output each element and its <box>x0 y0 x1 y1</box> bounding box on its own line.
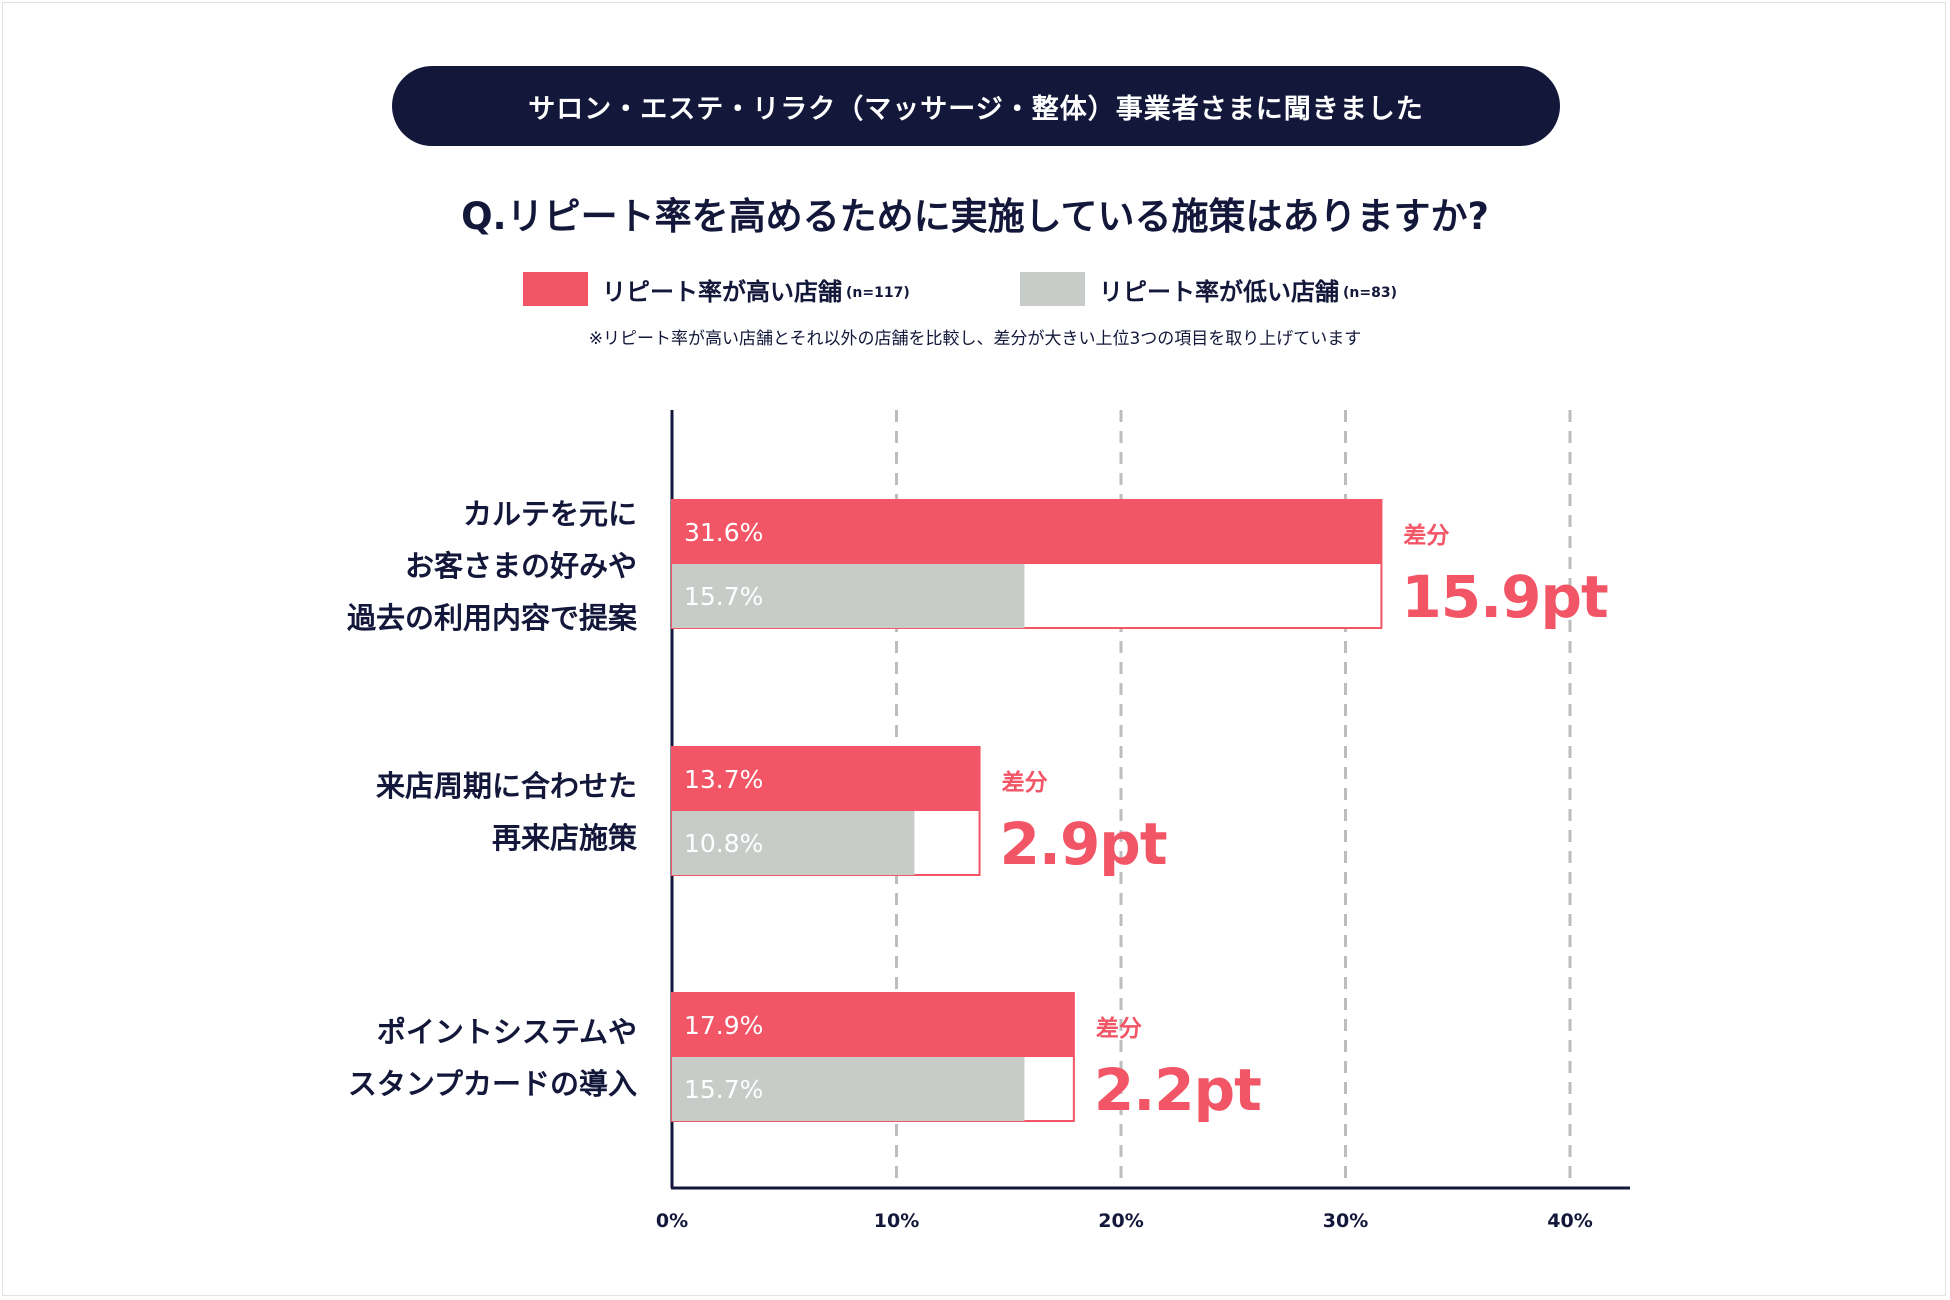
bar-high <box>672 500 1382 564</box>
category-label-line: ポイントシステムや <box>376 1015 637 1049</box>
data-label-low: 15.7% <box>684 582 763 611</box>
legend-n-low: (n=83) <box>1343 285 1397 301</box>
legend-n-high: (n=117) <box>846 285 910 301</box>
legend-label-high: リピート率が高い店舗 <box>602 277 842 306</box>
bar-low <box>672 564 1025 628</box>
bar-high <box>672 747 980 811</box>
category-label-line: カルテを元に <box>462 497 637 531</box>
category-label-line: お客さまの好みや <box>404 549 637 583</box>
category-label-karte: カルテを元に お客さまの好みや 過去の利用内容で提案 <box>347 488 637 644</box>
x-tick-label: 40% <box>1547 1210 1592 1232</box>
bar-low <box>672 1057 1025 1121</box>
category-label-line: スタンプカードの導入 <box>347 1067 637 1101</box>
legend-swatch-high <box>523 272 588 306</box>
difference-value: 2.9pt <box>1000 810 1167 878</box>
data-label-high: 31.6% <box>684 518 763 547</box>
x-tick-label: 10% <box>874 1210 919 1232</box>
data-label-high: 17.9% <box>684 1011 763 1040</box>
survey-banner: サロン・エステ・リラク（マッサージ・整体）事業者さまに聞きました <box>392 66 1560 146</box>
legend-item-low: リピート率が低い店舗 (n=83) <box>1020 271 1397 307</box>
category-label-line: 過去の利用内容で提案 <box>346 601 637 635</box>
difference-caption: 差分 <box>1096 1015 1142 1042</box>
bar-high <box>672 993 1074 1057</box>
legend-swatch-low <box>1020 272 1085 306</box>
data-label-high: 13.7% <box>684 765 763 794</box>
category-label-point-system: ポイントシステムや スタンプカードの導入 <box>348 1006 637 1110</box>
x-tick-label: 20% <box>1098 1210 1143 1232</box>
question-title: Q.リピート率を高めるために実施している施策はありますか? <box>461 195 1489 238</box>
x-tick-label: 0% <box>656 1210 688 1232</box>
category-label-visit-cycle: 来店周期に合わせた 再来店施策 <box>376 760 637 864</box>
difference-caption: 差分 <box>1403 522 1449 549</box>
legend-label-low: リピート率が低い店舗 <box>1099 277 1339 306</box>
data-label-low: 15.7% <box>684 1075 763 1104</box>
difference-value: 2.2pt <box>1094 1056 1261 1124</box>
category-label-line: 来店周期に合わせた <box>375 769 637 803</box>
data-label-low: 10.8% <box>684 829 763 858</box>
category-label-line: 再来店施策 <box>491 821 637 855</box>
bar-low <box>672 811 915 875</box>
x-tick-label: 30% <box>1323 1210 1368 1232</box>
comparison-note: ※リピート率が高い店舗とそれ以外の店舗を比較し、差分が大きい上位3つの項目を取り… <box>588 329 1362 349</box>
difference-value: 15.9pt <box>1401 563 1608 631</box>
legend-item-high: リピート率が高い店舗 (n=117) <box>523 271 910 307</box>
difference-caption: 差分 <box>1002 769 1048 796</box>
